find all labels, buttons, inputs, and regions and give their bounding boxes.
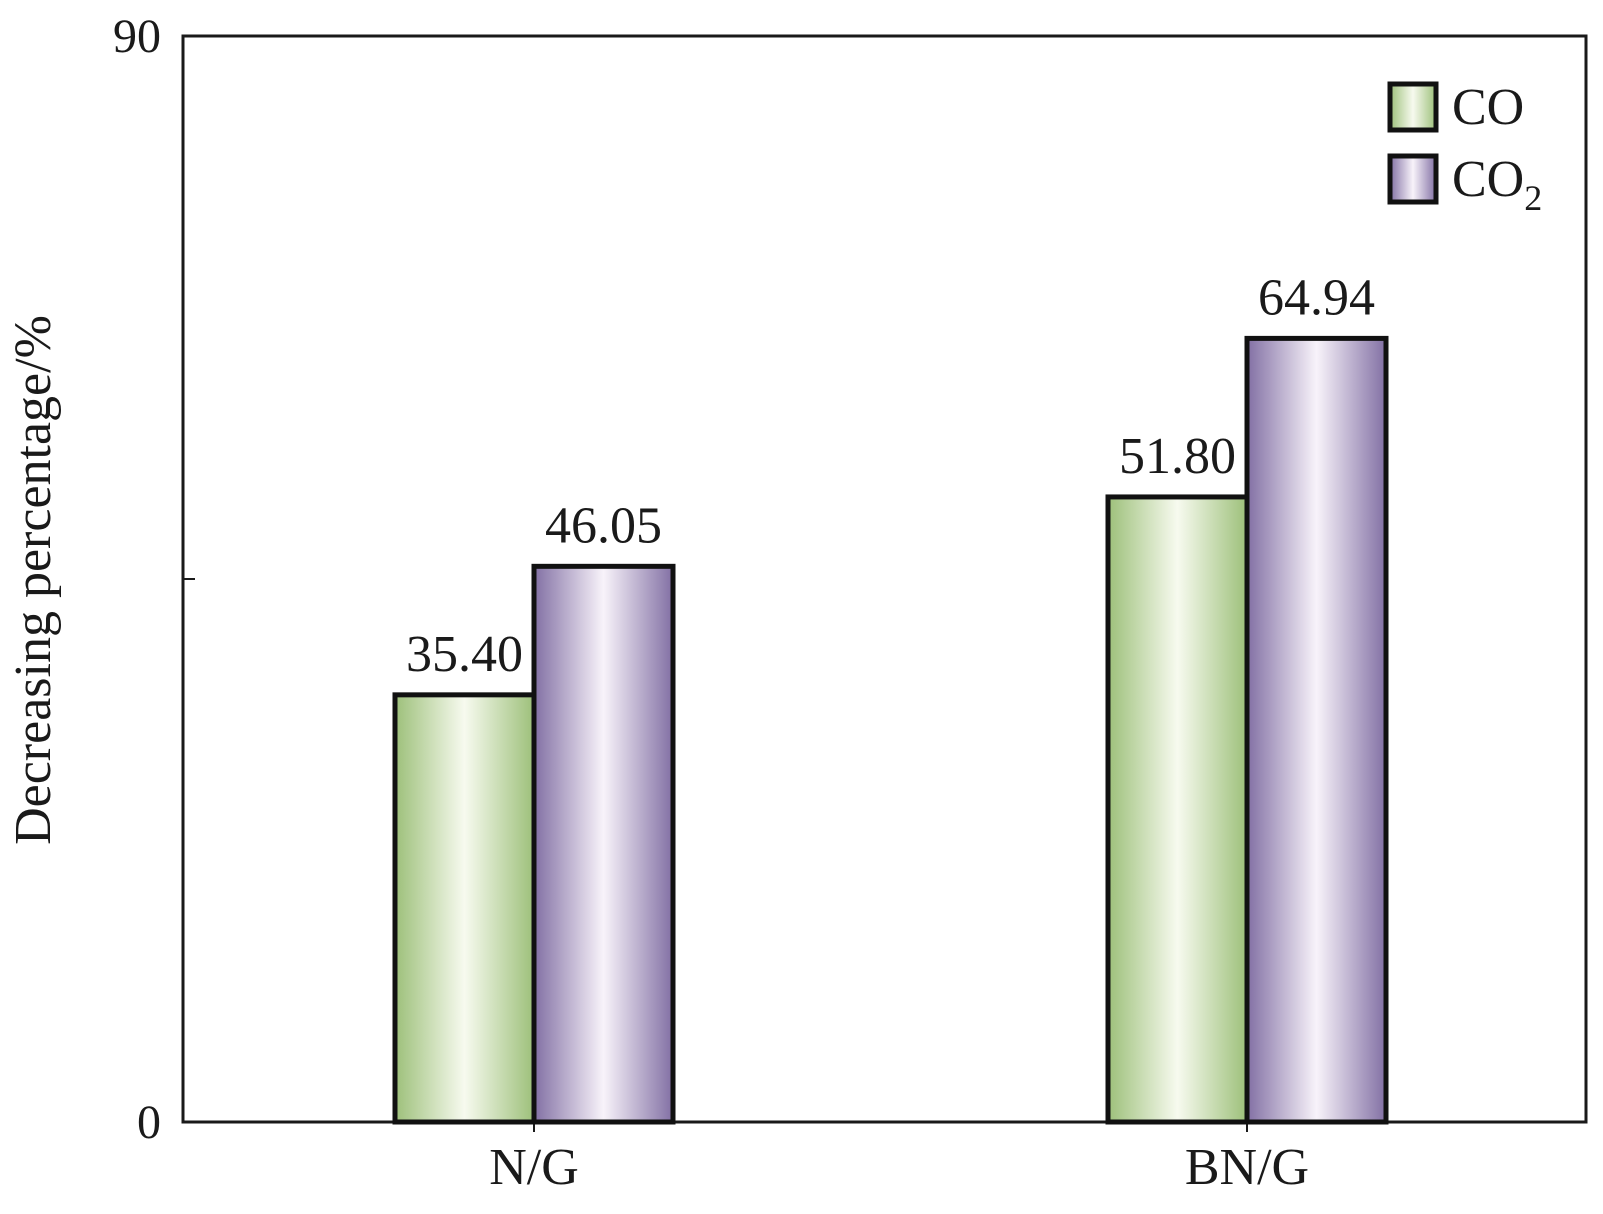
bar-value-labels: 35.40 46.05 51.80 64.94 [406,269,1375,682]
y-tick-label: 0 [137,1096,161,1149]
legend-label: CO [1452,79,1524,136]
bar-value-label: 35.40 [406,626,523,683]
bar-NG-series0 [392,692,537,1125]
y-axis-label: Decreasing percentage/% [5,315,62,845]
legend-swatch [1387,153,1439,205]
y-axis-ticks: 0 90 [113,10,195,1149]
x-tick-label: BN/G [1185,1139,1309,1196]
legend-swatch [1387,81,1439,133]
legend-label: CO2 [1452,151,1542,218]
bars [392,335,1389,1125]
legend: CO CO2 [1387,79,1542,218]
bar-BNG-series1 [1244,335,1389,1125]
y-tick-label: 90 [113,10,161,63]
bar-NG-series1 [531,563,676,1125]
bar-value-label: 51.80 [1119,428,1236,485]
x-axis-ticks: N/G BN/G [489,1122,1309,1196]
x-tick-label: N/G [489,1139,579,1196]
bar-value-label: 46.05 [545,497,662,554]
bar-value-label: 64.94 [1258,269,1375,326]
bar-BNG-series0 [1105,494,1250,1125]
